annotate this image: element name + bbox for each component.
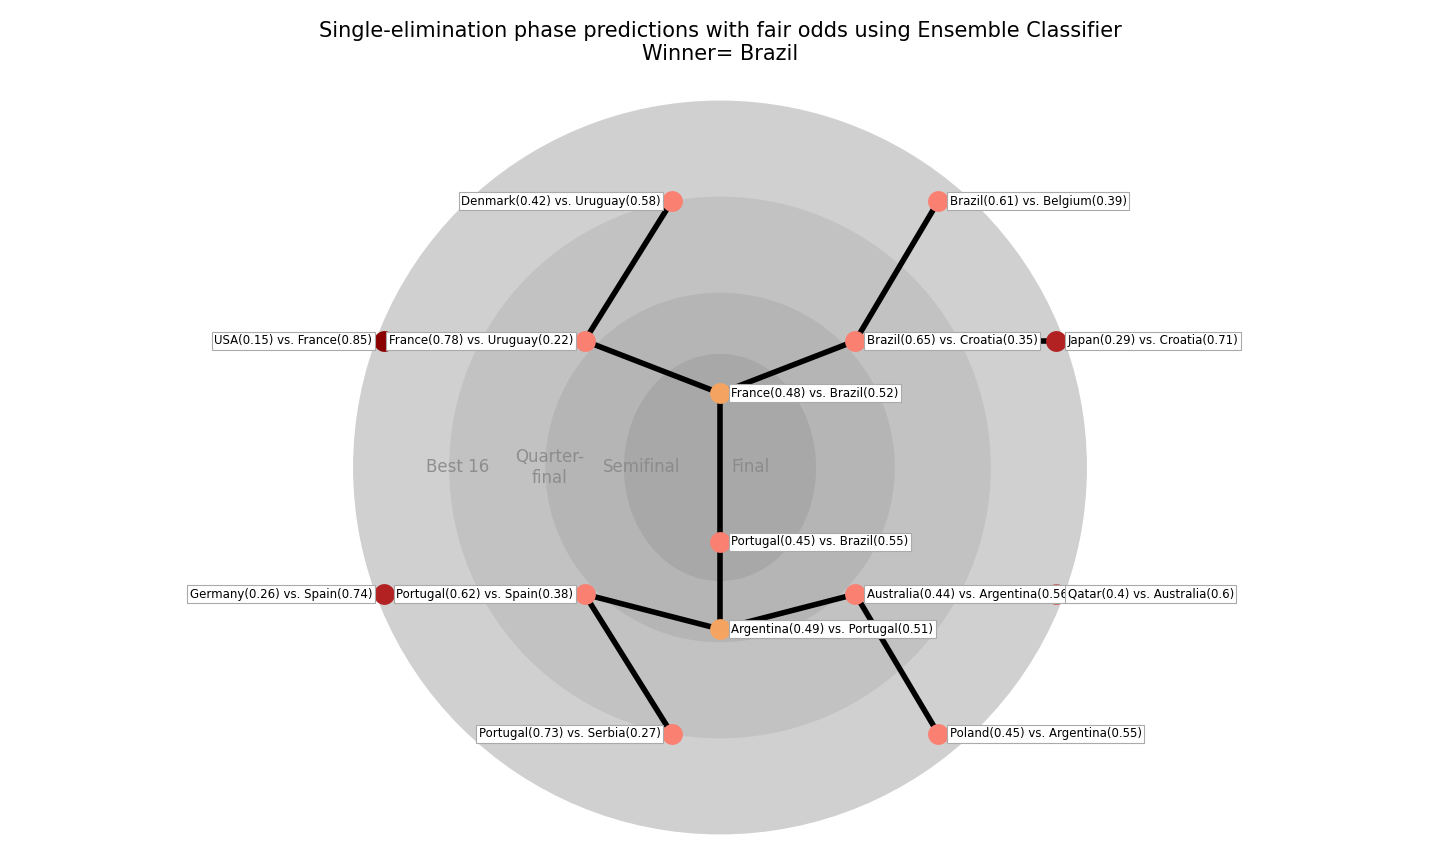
Ellipse shape (546, 293, 894, 642)
Text: Brazil(0.61) vs. Belgium(0.39): Brazil(0.61) vs. Belgium(0.39) (950, 194, 1126, 207)
Text: Poland(0.45) vs. Argentina(0.55): Poland(0.45) vs. Argentina(0.55) (950, 727, 1142, 740)
Ellipse shape (353, 100, 1087, 835)
Text: Semifinal: Semifinal (603, 459, 680, 476)
Text: France(0.48) vs. Brazil(0.52): France(0.48) vs. Brazil(0.52) (732, 387, 899, 400)
Text: Denmark(0.42) vs. Uruguay(0.58): Denmark(0.42) vs. Uruguay(0.58) (461, 194, 661, 207)
Text: Portugal(0.62) vs. Spain(0.38): Portugal(0.62) vs. Spain(0.38) (396, 588, 573, 600)
Text: Japan(0.29) vs. Croatia(0.71): Japan(0.29) vs. Croatia(0.71) (1067, 334, 1238, 347)
Text: Germany(0.26) vs. Spain(0.74): Germany(0.26) vs. Spain(0.74) (190, 588, 373, 600)
Text: USA(0.15) vs. France(0.85): USA(0.15) vs. France(0.85) (215, 334, 373, 347)
Text: Best 16: Best 16 (426, 459, 490, 476)
Text: Qatar(0.4) vs. Australia(0.6): Qatar(0.4) vs. Australia(0.6) (1067, 588, 1234, 600)
Text: Argentina(0.49) vs. Portugal(0.51): Argentina(0.49) vs. Portugal(0.51) (732, 623, 933, 636)
Ellipse shape (624, 354, 816, 581)
Text: Australia(0.44) vs. Argentina(0.56): Australia(0.44) vs. Argentina(0.56) (867, 588, 1073, 600)
Text: France(0.78) vs. Uruguay(0.22): France(0.78) vs. Uruguay(0.22) (389, 334, 573, 347)
Text: Final: Final (732, 459, 769, 476)
Ellipse shape (449, 197, 991, 739)
Text: Portugal(0.45) vs. Brazil(0.55): Portugal(0.45) vs. Brazil(0.55) (732, 536, 909, 549)
Text: Brazil(0.65) vs. Croatia(0.35): Brazil(0.65) vs. Croatia(0.35) (867, 334, 1038, 347)
Title: Single-elimination phase predictions with fair odds using Ensemble Classifier
Wi: Single-elimination phase predictions wit… (318, 21, 1122, 64)
Text: Quarter-
final: Quarter- final (516, 448, 585, 487)
Text: Portugal(0.73) vs. Serbia(0.27): Portugal(0.73) vs. Serbia(0.27) (478, 727, 661, 740)
